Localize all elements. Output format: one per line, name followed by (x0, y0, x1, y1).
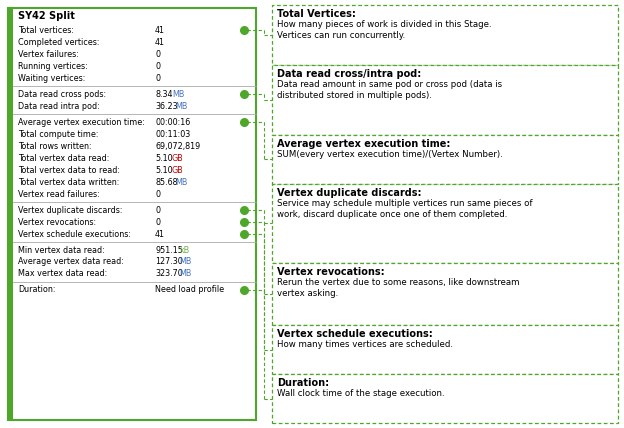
Text: 127.30: 127.30 (155, 258, 183, 267)
Text: Rerun the vertex due to some reasons, like downstream: Rerun the vertex due to some reasons, li… (277, 278, 520, 287)
Text: Wall clock time of the stage execution.: Wall clock time of the stage execution. (277, 389, 445, 398)
Text: Waiting vertices:: Waiting vertices: (18, 74, 85, 83)
FancyBboxPatch shape (8, 8, 13, 420)
Text: Vertex failures:: Vertex failures: (18, 50, 79, 59)
Text: distributed stored in multiple pods).: distributed stored in multiple pods). (277, 91, 432, 101)
FancyBboxPatch shape (8, 8, 256, 420)
Text: Total compute time:: Total compute time: (18, 130, 99, 139)
Text: Data read amount in same pod or cross pod (data is: Data read amount in same pod or cross po… (277, 80, 502, 89)
FancyBboxPatch shape (272, 65, 618, 135)
Text: Total Vertices:: Total Vertices: (277, 9, 356, 19)
Text: 41: 41 (155, 229, 165, 238)
Text: How many times vertices are scheduled.: How many times vertices are scheduled. (277, 340, 453, 350)
Text: 41: 41 (155, 38, 165, 47)
Text: Running vertices:: Running vertices: (18, 62, 88, 71)
Text: Vertex schedule executions:: Vertex schedule executions: (277, 330, 433, 339)
Text: Total rows written:: Total rows written: (18, 142, 92, 151)
Text: MB: MB (172, 89, 184, 98)
FancyBboxPatch shape (272, 5, 618, 65)
Text: 69,072,819: 69,072,819 (155, 142, 200, 151)
Text: 0: 0 (155, 190, 160, 199)
Text: Total vertex data read:: Total vertex data read: (18, 154, 109, 163)
Text: 00:11:03: 00:11:03 (155, 130, 190, 139)
Text: vertex asking.: vertex asking. (277, 289, 338, 298)
Text: Completed vertices:: Completed vertices: (18, 38, 99, 47)
FancyBboxPatch shape (272, 374, 618, 423)
FancyBboxPatch shape (272, 184, 618, 263)
Text: Total vertex data written:: Total vertex data written: (18, 178, 119, 187)
Text: work, discard duplicate once one of them completed.: work, discard duplicate once one of them… (277, 210, 507, 219)
Text: Service may schedule multiple vertices run same pieces of: Service may schedule multiple vertices r… (277, 199, 532, 208)
Text: Data read cross pods:: Data read cross pods: (18, 89, 106, 98)
Text: Average vertex execution time:: Average vertex execution time: (277, 139, 451, 149)
FancyBboxPatch shape (272, 325, 618, 374)
Text: 0: 0 (155, 50, 160, 59)
Text: kB: kB (179, 246, 189, 255)
Text: 0: 0 (155, 217, 160, 226)
Text: Max vertex data read:: Max vertex data read: (18, 270, 107, 279)
Text: Average vertex execution time:: Average vertex execution time: (18, 118, 145, 127)
Text: 5.10: 5.10 (155, 166, 173, 175)
Text: 0: 0 (155, 62, 160, 71)
Text: Data read cross/intra pod:: Data read cross/intra pod: (277, 69, 421, 79)
Text: 41: 41 (155, 26, 165, 35)
Text: Vertex revocations:: Vertex revocations: (18, 217, 96, 226)
Text: 951.15: 951.15 (155, 246, 183, 255)
Text: SY42 Split: SY42 Split (18, 11, 75, 21)
Text: GB: GB (172, 166, 183, 175)
Text: GB: GB (172, 154, 183, 163)
Text: 8.34: 8.34 (155, 89, 172, 98)
Text: Duration:: Duration: (277, 378, 329, 388)
Text: Vertex read failures:: Vertex read failures: (18, 190, 100, 199)
Text: Total vertices:: Total vertices: (18, 26, 74, 35)
FancyBboxPatch shape (272, 263, 618, 325)
Text: 00:00:16: 00:00:16 (155, 118, 190, 127)
Text: 5.10: 5.10 (155, 154, 173, 163)
Text: Need load profile: Need load profile (155, 285, 224, 294)
Text: 36.23: 36.23 (155, 101, 178, 110)
Text: Duration:: Duration: (18, 285, 56, 294)
Text: Total vertex data to read:: Total vertex data to read: (18, 166, 120, 175)
Text: 85.68: 85.68 (155, 178, 178, 187)
Text: Min vertex data read:: Min vertex data read: (18, 246, 105, 255)
Text: Vertices can run concurrently.: Vertices can run concurrently. (277, 31, 405, 40)
Text: 323.70: 323.70 (155, 270, 183, 279)
Text: Vertex schedule executions:: Vertex schedule executions: (18, 229, 131, 238)
Text: How many pieces of work is divided in this Stage.: How many pieces of work is divided in th… (277, 20, 492, 29)
Text: MB: MB (175, 178, 188, 187)
Text: Average vertex data read:: Average vertex data read: (18, 258, 124, 267)
Text: SUM(every vertex execution time)/(Vertex Number).: SUM(every vertex execution time)/(Vertex… (277, 150, 503, 159)
Text: MB: MB (175, 101, 188, 110)
Text: Vertex revocations:: Vertex revocations: (277, 267, 384, 277)
Text: MB: MB (179, 270, 192, 279)
FancyBboxPatch shape (272, 135, 618, 184)
Text: Data read intra pod:: Data read intra pod: (18, 101, 100, 110)
Text: MB: MB (179, 258, 192, 267)
Text: 0: 0 (155, 205, 160, 214)
Text: Vertex duplicate discards:: Vertex duplicate discards: (277, 188, 421, 198)
Text: Vertex duplicate discards:: Vertex duplicate discards: (18, 205, 122, 214)
Text: 0: 0 (155, 74, 160, 83)
